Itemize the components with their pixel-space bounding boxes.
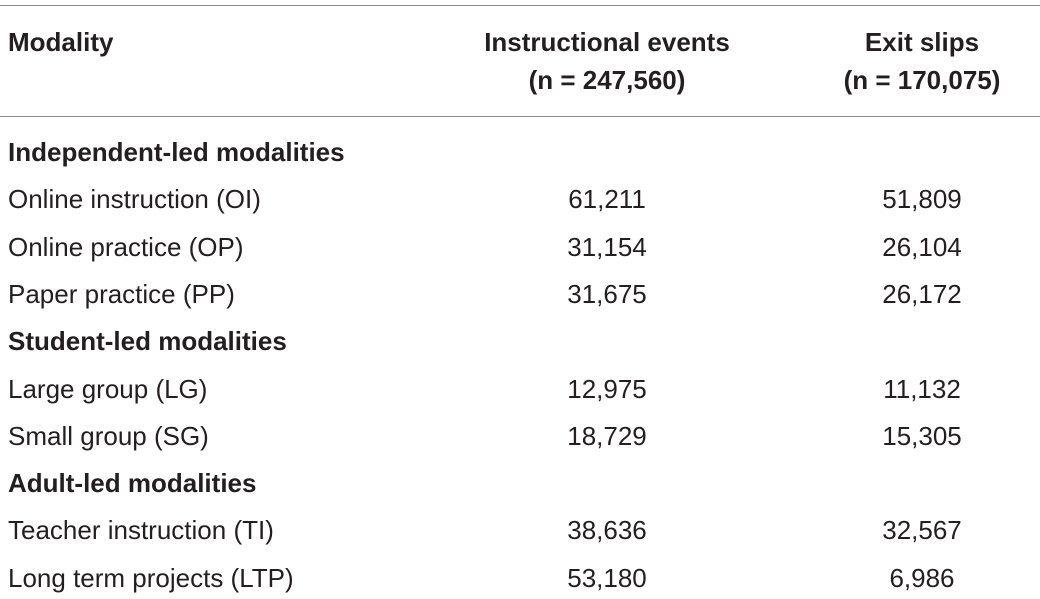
section-title: Adult-led modalities [8,468,257,499]
row-label: Long term projects (LTP) [8,562,294,593]
cell-value: 51,809 [882,184,962,215]
cell-value: 12,975 [567,373,647,404]
section-title: Independent-led modalities [8,137,345,167]
cell-value: 11,132 [883,373,961,404]
row-label: Paper practice (PP) [8,278,235,309]
row-label: Small group (SG) [8,420,209,451]
column-count: (n = 170,075) [843,65,1001,95]
cell-value: 61,211 [568,184,646,215]
column-header: Instructional events [484,27,730,57]
column-count: (n = 247,560) [528,65,686,95]
cell-value: 26,104 [882,231,962,262]
header-rule [0,116,1040,117]
section-title: Student-led modalities [8,326,287,357]
cell-value: 53,180 [567,562,647,593]
row-label: Online practice (OP) [8,231,244,262]
cell-value: 31,154 [567,231,647,262]
top-rule [0,5,1040,6]
cell-value: 31,675 [567,278,647,309]
row-label: Online instruction (OI) [8,184,261,215]
cell-value: 15,305 [882,420,962,451]
column-header: Modality [8,27,114,57]
row-label: Teacher instruction (TI) [8,515,274,546]
row-label: Large group (LG) [8,373,208,404]
column-header: Exit slips [864,27,980,57]
cell-value: 18,729 [567,420,647,451]
cell-value: 38,636 [567,515,647,546]
cell-value: 32,567 [882,515,962,546]
cell-value: 6,986 [889,562,955,593]
cell-value: 26,172 [882,278,962,309]
